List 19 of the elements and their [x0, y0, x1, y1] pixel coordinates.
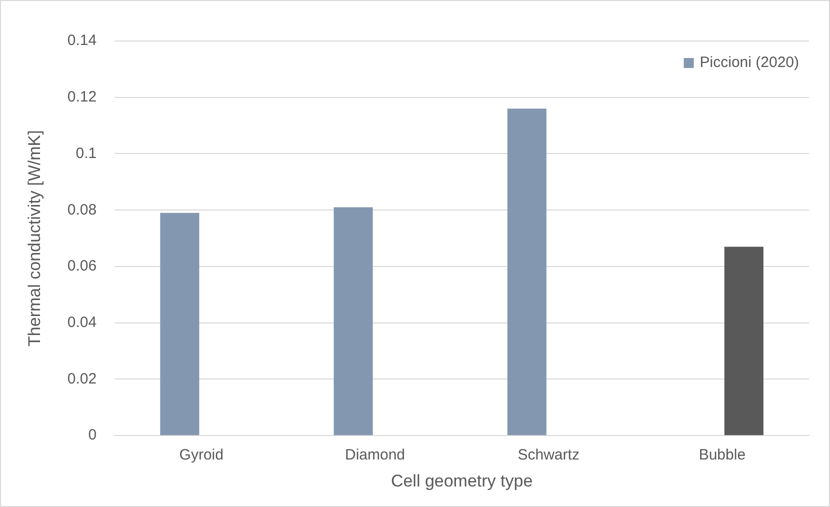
y-axis-title: Thermal conductivity [W/mK] — [24, 130, 44, 346]
bar — [507, 108, 546, 436]
x-tick-label: Schwartz — [518, 446, 580, 464]
bar — [334, 207, 373, 436]
x-tick-label: Diamond — [344, 446, 406, 464]
x-tick-label: Gyroid — [179, 446, 224, 464]
y-tick-label: 0.14 — [67, 32, 97, 50]
legend-label: Piccioni (2020) — [700, 54, 800, 72]
y-tick-label: 0.04 — [67, 314, 97, 331]
y-tick-label: 0.08 — [67, 201, 97, 218]
x-tick-label: Bubble — [698, 446, 746, 464]
bar — [160, 212, 200, 436]
y-tick-label: 0.12 — [67, 88, 97, 106]
x-axis-title: Cell geometry type — [390, 471, 533, 490]
y-tick-label: 0.1 — [76, 144, 97, 162]
y-tick-label: 0.02 — [67, 370, 97, 388]
y-tick-label: 0 — [88, 426, 97, 444]
y-tick-label: 0.06 — [67, 258, 97, 275]
bar — [724, 246, 764, 436]
